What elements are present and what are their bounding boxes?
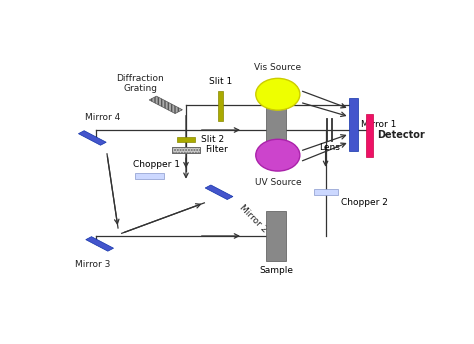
Text: Chopper 2: Chopper 2 [341, 198, 388, 207]
Text: Ref.: Ref. [267, 160, 284, 170]
Polygon shape [205, 185, 233, 200]
Circle shape [256, 139, 300, 171]
Bar [314, 189, 337, 195]
Text: Chopper 1: Chopper 1 [133, 161, 180, 170]
Bar [366, 114, 373, 157]
Text: Sample: Sample [259, 266, 293, 276]
Polygon shape [78, 131, 106, 145]
Text: Detector: Detector [377, 130, 424, 140]
Text: Mirror 3: Mirror 3 [74, 260, 110, 269]
Circle shape [256, 78, 300, 110]
Text: Mirror 1: Mirror 1 [361, 120, 397, 129]
Text: Lens: Lens [319, 143, 340, 152]
Bar [172, 147, 200, 153]
Text: UV Source: UV Source [255, 178, 301, 187]
Text: Mirror 2: Mirror 2 [237, 203, 269, 234]
Bar [349, 98, 357, 151]
Text: Vis Source: Vis Source [254, 63, 301, 72]
Text: Filter: Filter [205, 146, 228, 154]
Bar [177, 137, 195, 142]
Text: Slit 1: Slit 1 [209, 77, 233, 86]
Polygon shape [149, 96, 182, 114]
Bar [172, 147, 200, 153]
Text: Slit 2: Slit 2 [201, 135, 224, 144]
Bar [266, 105, 286, 155]
Bar [135, 173, 164, 179]
Bar [219, 91, 223, 121]
Text: Diffraction
Grating: Diffraction Grating [116, 74, 164, 93]
Text: Mirror 4: Mirror 4 [85, 113, 120, 122]
Polygon shape [86, 237, 114, 251]
Bar [266, 211, 286, 261]
